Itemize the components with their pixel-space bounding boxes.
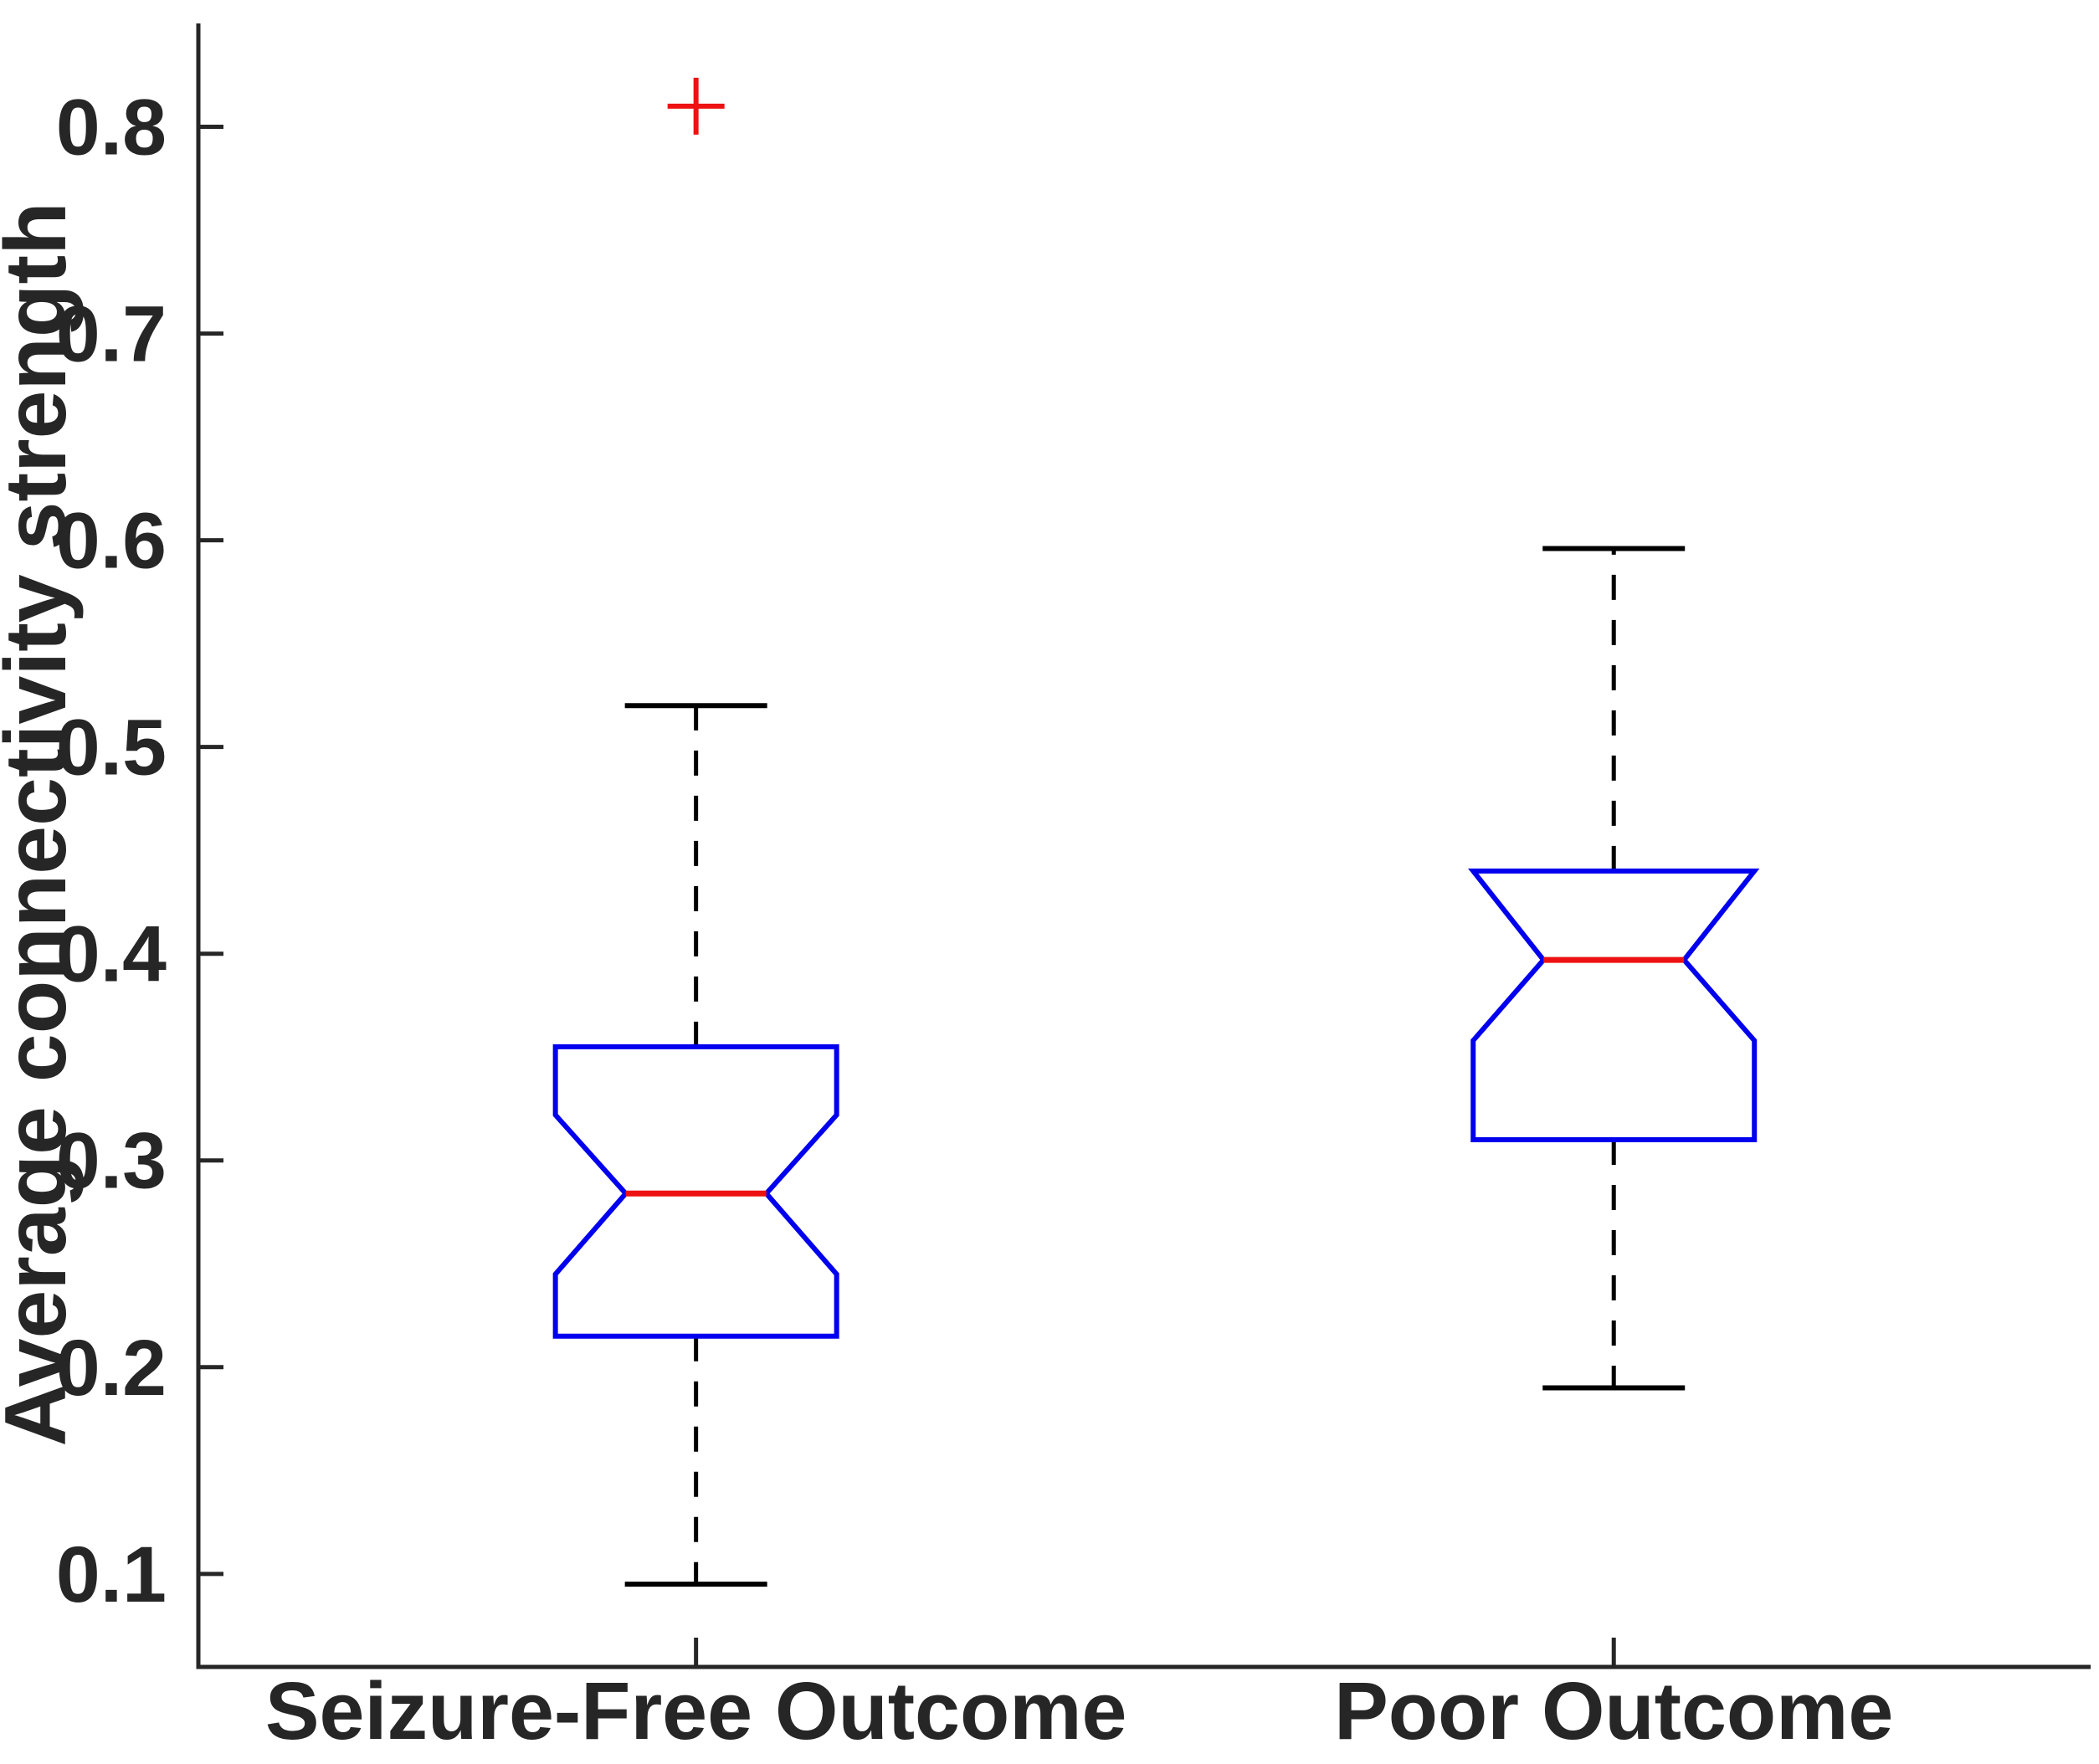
- y-tick-label-0.2: 0.2: [56, 1324, 167, 1413]
- y-tick-label-0.4: 0.4: [56, 910, 167, 999]
- y-tick-label-0.1: 0.1: [56, 1531, 167, 1619]
- labels-layer: Seizure-Free Outcome Poor Outcome: [265, 1665, 1894, 1756]
- x-category-label-1: Seizure-Free Outcome: [265, 1665, 1127, 1756]
- outlier-plus-marker: [667, 77, 725, 135]
- notched-box-outline: [552, 1044, 839, 1339]
- y-tick-label-0.3: 0.3: [56, 1117, 167, 1206]
- x-category-label-2: Poor Outcome: [1334, 1665, 1893, 1756]
- axes-layer: [196, 23, 2091, 1669]
- y-tick-label-0.7: 0.7: [56, 290, 167, 379]
- y-tick-label-0.8: 0.8: [56, 84, 167, 172]
- y-tick-label-0.6: 0.6: [56, 497, 167, 586]
- y-tick-label-0.5: 0.5: [56, 704, 167, 792]
- y-axis-label: Average connectivity strength: [0, 202, 85, 1446]
- notched-box-outline: [1468, 868, 1760, 1143]
- box-group-1: [552, 77, 839, 1587]
- ticks-layer: 0.8 0.7 0.6 0.5 0.4 0.3 0.2 0.1: [56, 84, 1616, 1667]
- box-group-2: [1468, 546, 1760, 1391]
- boxes-layer: [552, 77, 1760, 1587]
